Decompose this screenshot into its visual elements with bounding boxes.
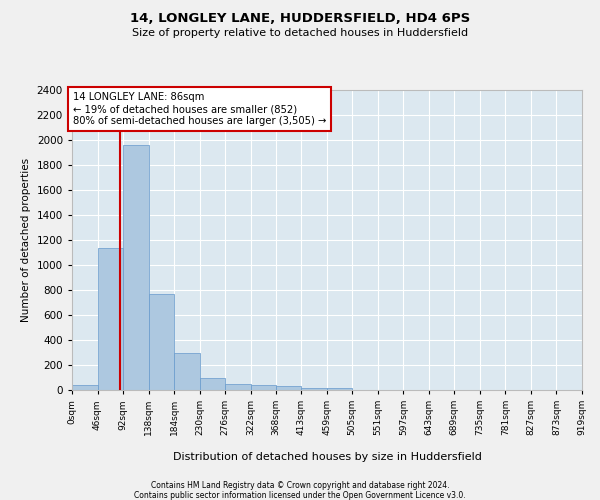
Bar	[174, 352, 200, 390]
Bar	[301, 388, 327, 390]
Text: Distribution of detached houses by size in Huddersfield: Distribution of detached houses by size …	[173, 452, 481, 462]
Bar	[225, 384, 251, 390]
Text: 14 LONGLEY LANE: 86sqm
← 19% of detached houses are smaller (852)
80% of semi-de: 14 LONGLEY LANE: 86sqm ← 19% of detached…	[73, 92, 326, 126]
Text: Contains HM Land Registry data © Crown copyright and database right 2024.: Contains HM Land Registry data © Crown c…	[151, 481, 449, 490]
Bar	[149, 294, 174, 390]
Bar	[251, 385, 276, 390]
Bar	[327, 388, 352, 390]
Bar	[72, 385, 98, 390]
Bar	[98, 248, 123, 390]
Bar	[200, 378, 225, 390]
Y-axis label: Number of detached properties: Number of detached properties	[21, 158, 31, 322]
Text: Contains public sector information licensed under the Open Government Licence v3: Contains public sector information licen…	[134, 491, 466, 500]
Text: 14, LONGLEY LANE, HUDDERSFIELD, HD4 6PS: 14, LONGLEY LANE, HUDDERSFIELD, HD4 6PS	[130, 12, 470, 26]
Text: Size of property relative to detached houses in Huddersfield: Size of property relative to detached ho…	[132, 28, 468, 38]
Bar	[276, 386, 301, 390]
Bar	[123, 145, 149, 390]
